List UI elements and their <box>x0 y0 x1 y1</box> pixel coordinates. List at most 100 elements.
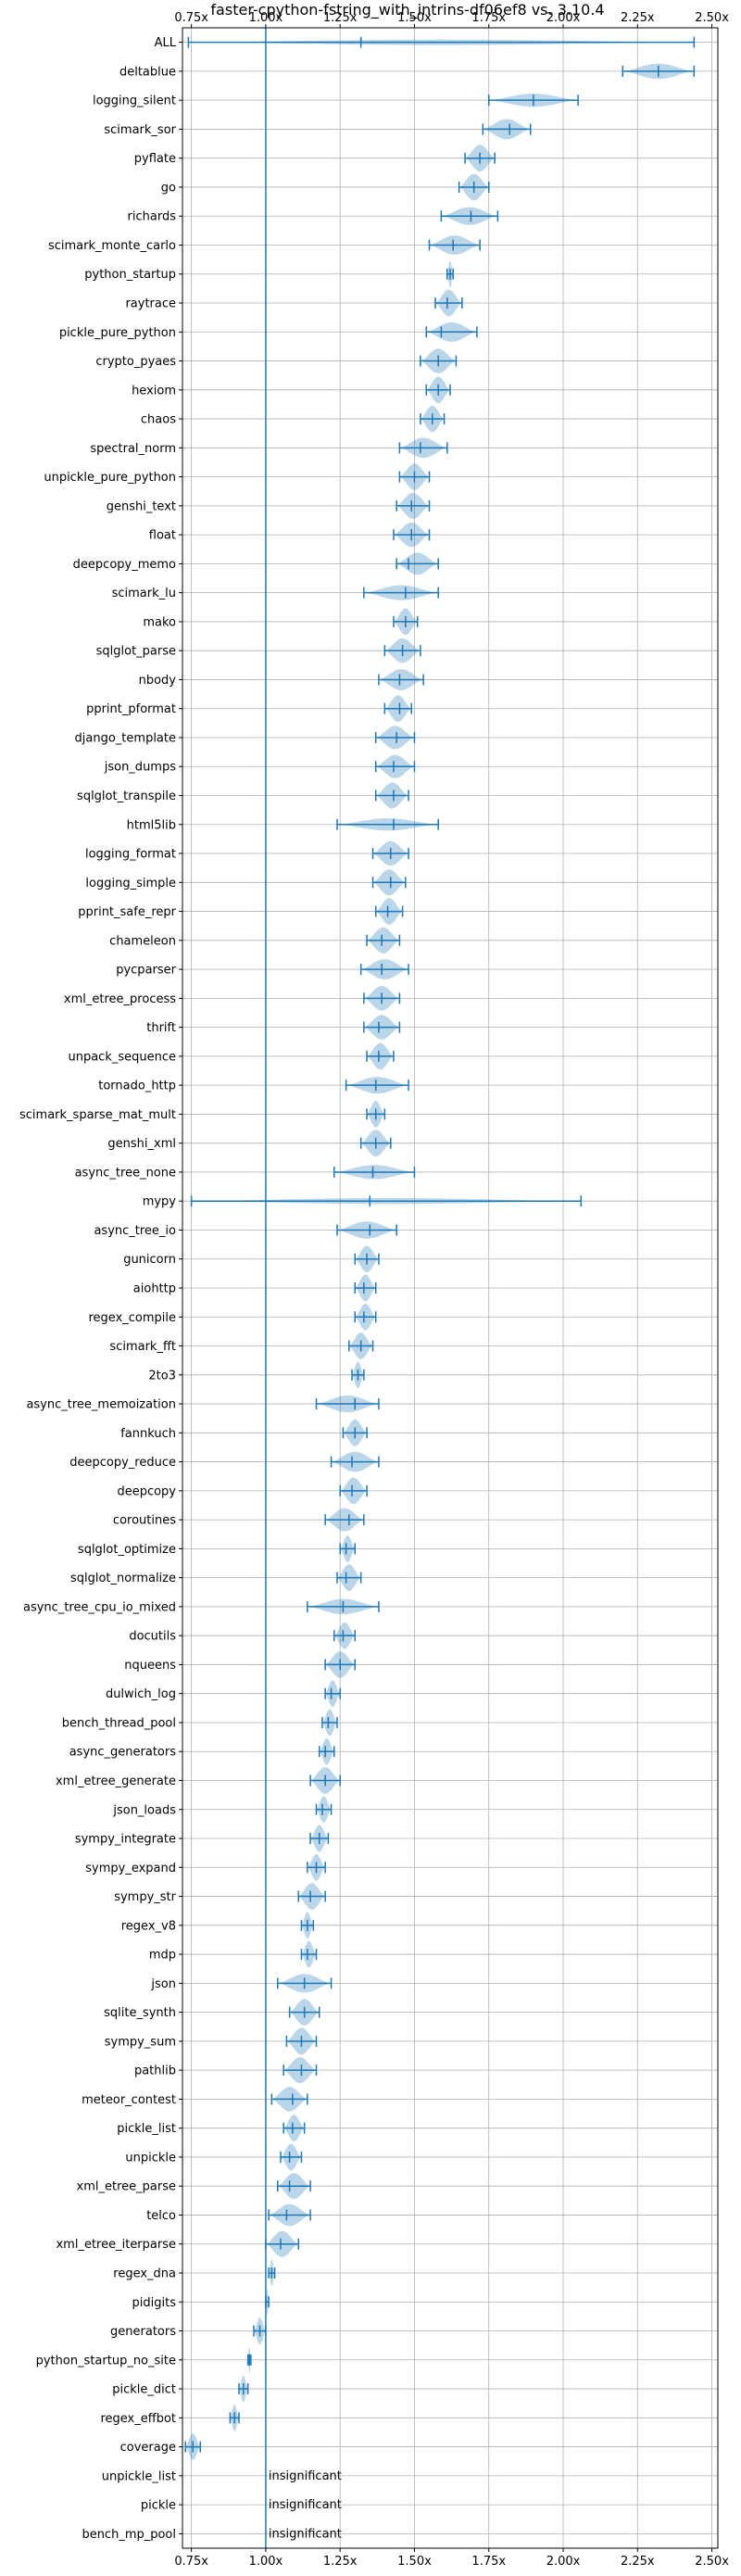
benchmark-label: aiohttp <box>133 1282 176 1296</box>
benchmark-label: spectral_norm <box>90 442 176 456</box>
benchmark-label: logging_format <box>85 848 176 862</box>
benchmark-label: docutils <box>129 1630 176 1644</box>
benchmark-label: sqlite_synth <box>104 2006 176 2020</box>
x-tick-label-bottom: 1.25x <box>323 2555 358 2569</box>
violins: insignificant insignificant insignificant <box>184 36 696 2541</box>
benchmark-label: pycparser <box>116 964 176 978</box>
benchmark-label: scimark_lu <box>112 587 176 600</box>
benchmark-label: pprint_safe_repr <box>78 905 176 919</box>
benchmark-label: telco <box>146 2209 176 2223</box>
benchmark-label: python_startup_no_site <box>36 2354 176 2368</box>
benchmark-label: regex_dna <box>113 2267 176 2280</box>
benchmark-label: crypto_pyaes <box>95 355 176 369</box>
benchmark-label: deepcopy_reduce <box>69 1456 176 1470</box>
benchmark-label: deepcopy_memo <box>73 558 176 572</box>
benchmark-label: scimark_sor <box>104 123 176 137</box>
benchmark-label: scimark_sparse_mat_mult <box>19 1108 176 1122</box>
benchmark-label: thrift <box>146 1021 176 1035</box>
benchmark-label: logging_silent <box>93 95 176 108</box>
benchmark-label: xml_etree_generate <box>56 1774 176 1788</box>
x-axis-ticks: 0.75x 0.75x 1.00x 1.00x 1.25x 1.25x 1.50x 1.50x… <box>174 11 729 2569</box>
benchmark-label: unpickle <box>125 2151 176 2165</box>
benchmark-label: unpack_sequence <box>68 1050 176 1064</box>
benchmark-label: pidigits <box>132 2296 177 2310</box>
x-tick-label-bottom: 2.00x <box>546 2555 581 2569</box>
insignificant-label: insignificant <box>269 2498 342 2512</box>
grid <box>182 28 718 2548</box>
benchmark-label: async_tree_none <box>75 1166 176 1180</box>
benchmark-label: meteor_contest <box>82 2093 176 2107</box>
benchmark-label: sqlglot_optimize <box>78 1543 176 1557</box>
benchmark-label: async_generators <box>69 1746 177 1760</box>
benchmark-label: regex_effbot <box>100 2412 176 2426</box>
benchmark-label: pickle_dict <box>112 2383 176 2397</box>
x-tick-label-top: 1.00x <box>249 11 283 25</box>
benchmark-label: regex_compile <box>88 1311 176 1325</box>
benchmark-label: unpickle_list <box>102 2469 176 2483</box>
x-tick-label-top: 2.25x <box>621 11 655 25</box>
benchmark-label: sqlglot_normalize <box>70 1572 176 1585</box>
benchmark-label: pickle_pure_python <box>59 326 176 340</box>
x-tick-label-top: 1.75x <box>471 11 506 25</box>
benchmark-label: chaos <box>141 413 176 427</box>
insignificant-label: insignificant <box>269 2527 342 2541</box>
benchmark-label: xml_etree_process <box>64 992 176 1006</box>
benchmark-label: dulwich_log <box>106 1687 176 1701</box>
x-tick-label-bottom: 1.00x <box>249 2555 283 2569</box>
benchmark-label: xml_etree_parse <box>77 2180 176 2194</box>
benchmark-label: sympy_expand <box>85 1862 176 1875</box>
benchmark-label: genshi_xml <box>107 1137 176 1151</box>
benchmark-label: coroutines <box>113 1514 176 1528</box>
benchmark-label: scimark_monte_carlo <box>48 239 176 253</box>
benchmark-label: sympy_str <box>114 1890 176 1904</box>
benchmark-label: async_tree_memoization <box>26 1398 176 1412</box>
benchmark-label: bench_thread_pool <box>62 1716 176 1730</box>
plot-frame <box>182 27 719 2549</box>
chart-title: faster-cpython-fstring_with_intrins-df06… <box>210 1 604 19</box>
benchmark-label: chameleon <box>109 934 176 948</box>
benchmark-label: pathlib <box>134 2065 176 2078</box>
benchmark-label: async_tree_io <box>94 1224 176 1238</box>
benchmark-label: ALL <box>155 36 177 50</box>
benchmark-label: sympy_sum <box>105 2035 176 2049</box>
benchmark-label: mdp <box>149 1949 176 1963</box>
benchmark-label: django_template <box>75 731 176 745</box>
benchmark-label: hexiom <box>132 384 176 398</box>
benchmark-label: json <box>150 1977 176 1991</box>
benchmark-label: genshi_text <box>107 499 176 513</box>
benchmark-label: pprint_pformat <box>86 702 176 716</box>
benchmark-label: nbody <box>139 674 177 688</box>
benchmark-label: pickle <box>141 2499 176 2513</box>
x-tick-label-top: 0.75x <box>174 11 208 25</box>
benchmark-label: sqlglot_transpile <box>77 789 176 803</box>
x-tick-label-top: 2.50x <box>695 11 729 25</box>
benchmark-label: xml_etree_iterparse <box>56 2238 176 2252</box>
benchmark-label: bench_mp_pool <box>82 2528 176 2542</box>
x-tick-label-top: 2.00x <box>546 11 581 25</box>
x-tick-label-bottom: 0.75x <box>174 2555 208 2569</box>
benchmark-label: gunicorn <box>123 1253 176 1267</box>
benchmark-label: pickle_list <box>117 2122 176 2136</box>
x-tick-label-bottom: 2.50x <box>695 2555 729 2569</box>
benchmark-label: mypy <box>143 1195 177 1209</box>
benchmark-label: async_tree_cpu_io_mixed <box>23 1600 176 1614</box>
benchmark-label: sqlglot_parse <box>96 645 176 659</box>
insignificant-label: insignificant <box>269 2469 342 2483</box>
benchmark-label: fannkuch <box>120 1427 176 1441</box>
benchmark-label: richards <box>128 210 177 224</box>
benchmark-label: html5lib <box>127 818 176 832</box>
benchmark-label: pyflate <box>134 152 176 166</box>
benchmark-label: unpickle_pure_python <box>44 471 176 485</box>
x-tick-label-bottom: 2.25x <box>621 2555 655 2569</box>
benchmark-label: deepcopy <box>117 1484 176 1498</box>
benchmark-label: scimark_fft <box>109 1340 176 1354</box>
benchmark-label: python_startup <box>84 268 176 282</box>
benchmark-label: generators <box>110 2325 176 2339</box>
x-tick-label-bottom: 1.50x <box>397 2555 432 2569</box>
benchmark-label: raytrace <box>125 297 176 311</box>
benchmark-label: tornado_http <box>98 1080 176 1093</box>
benchmark-label: json_dumps <box>104 761 176 775</box>
benchmark-label: 2to3 <box>148 1369 176 1383</box>
benchmark-label: coverage <box>120 2441 176 2455</box>
x-tick-label-bottom: 1.75x <box>471 2555 506 2569</box>
